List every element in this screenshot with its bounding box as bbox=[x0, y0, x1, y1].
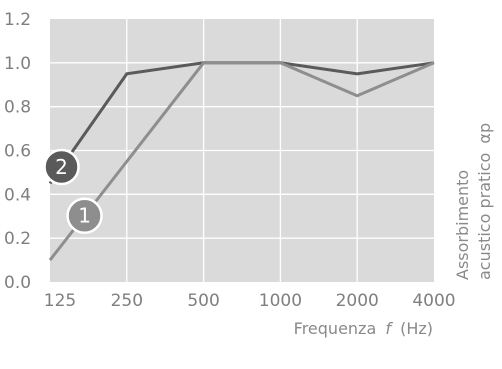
series-marker-label-1: 1 bbox=[78, 204, 91, 228]
x-tick-label: 500 bbox=[187, 291, 219, 311]
x-tick-label: 1000 bbox=[259, 291, 302, 311]
x-tick-label: 250 bbox=[111, 291, 143, 311]
y-tick-label: 1.2 bbox=[4, 10, 31, 30]
series-marker-1 bbox=[66, 197, 103, 234]
series-markers: 12 bbox=[43, 148, 103, 234]
series-lines bbox=[48, 61, 435, 262]
x-tick-label: 4000 bbox=[412, 291, 455, 311]
y-tick-label: 0.2 bbox=[4, 229, 31, 249]
x-tick-label: 2000 bbox=[336, 291, 379, 311]
y-tick-label: 1.0 bbox=[4, 54, 31, 74]
series-marker-2 bbox=[43, 148, 80, 186]
x-tick-label: 125 bbox=[44, 291, 76, 311]
x-axis-ticks: 125 250 500 1000 2000 4000 bbox=[44, 291, 456, 311]
series-marker-label-2: 2 bbox=[55, 155, 68, 179]
y-tick-label: 0.4 bbox=[4, 185, 31, 205]
y-tick-label: 0.6 bbox=[4, 142, 31, 162]
y-tick-label: 0.8 bbox=[4, 98, 31, 118]
y-tick-label: 0.0 bbox=[4, 273, 31, 293]
y-axis-label: Assorbimento acustico pratico αp bbox=[453, 123, 494, 280]
x-axis-label: Frequenza f (Hz) bbox=[294, 319, 433, 338]
y-axis-label-line2: acustico pratico αp bbox=[475, 123, 494, 280]
series-line-1 bbox=[48, 61, 435, 262]
y-axis-label-line1: Assorbimento bbox=[453, 170, 472, 280]
y-axis-ticks: 0.0 0.2 0.4 0.6 0.8 1.0 1.2 bbox=[4, 10, 31, 293]
y-axis-symbol: αp bbox=[475, 123, 494, 144]
